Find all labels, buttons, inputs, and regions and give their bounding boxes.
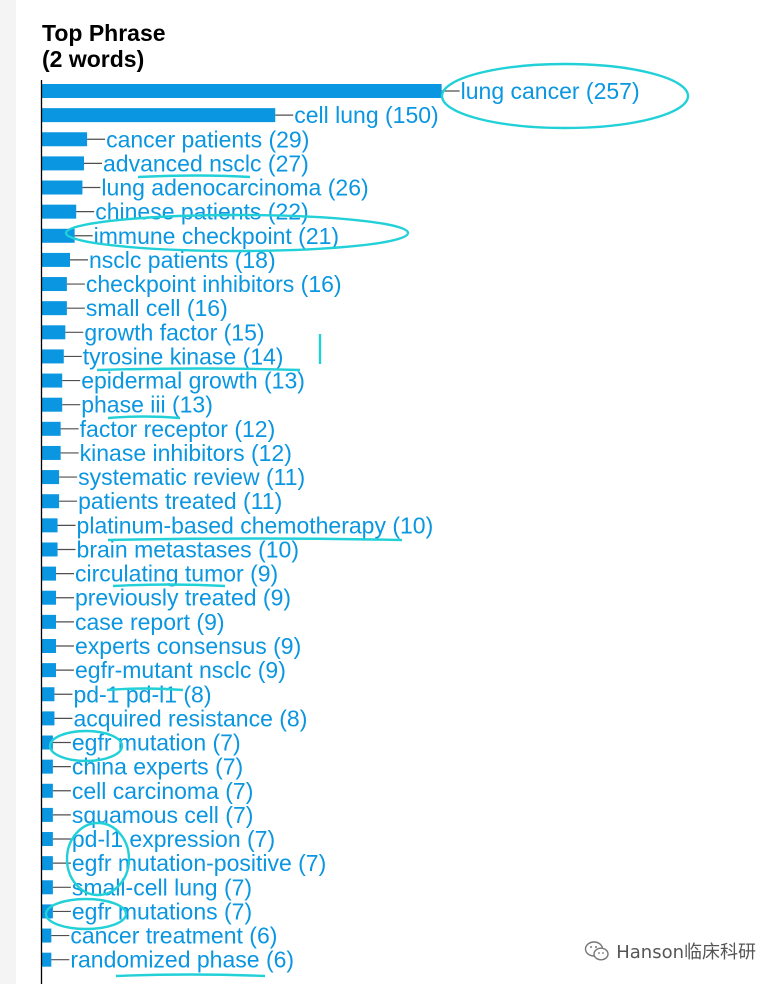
bar-label-pd-1-pd-l1: pd-1 pd-l1 (8) <box>73 681 211 707</box>
underline-platinum-based-chemotherapy <box>107 537 403 542</box>
bar-small-cell-lung <box>42 880 53 895</box>
bar-case-report <box>42 614 56 629</box>
bar-label-patients-treated: patients treated (11) <box>78 488 282 514</box>
bar-acquired-resistance <box>42 711 55 726</box>
bar-label-platinum-based-chemotherapy: platinum-based chemotherapy (10) <box>77 512 434 538</box>
watermark: Hanson临床科研 <box>584 938 756 964</box>
bar-label-chinese-patients: chinese patients (22) <box>95 199 309 225</box>
bar-pd-l1-expression <box>42 832 53 847</box>
highlight-ellipse-immune-checkpoint <box>64 213 410 253</box>
bar-label-china-experts: china experts (7) <box>72 754 243 780</box>
bar-label-egfr-mutation-positive: egfr mutation-positive (7) <box>72 850 326 876</box>
underline-randomized-phase <box>115 973 266 978</box>
bar-previously-treated <box>42 590 56 605</box>
bar-pd-1-pd-l1 <box>42 687 55 702</box>
bar-egfr-mutation-positive <box>42 856 53 871</box>
bar-experts-consensus <box>42 638 56 653</box>
bar-label-lung-adenocarcinoma: lung adenocarcinoma (26) <box>101 175 368 201</box>
chart-title: Top Phrase (2 words) <box>42 20 166 72</box>
bar-label-randomized-phase: randomized phase (6) <box>70 947 294 973</box>
underline-advanced-nsclc <box>137 174 251 179</box>
bar-label-case-report: case report (9) <box>75 609 225 635</box>
bar-label-checkpoint-inhibitors: checkpoint inhibitors (16) <box>86 271 342 297</box>
bar-systematic-review <box>42 470 60 485</box>
bar-label-cancer-patients: cancer patients (29) <box>106 126 309 152</box>
bar-lung-adenocarcinoma <box>42 180 83 195</box>
bar-egfr-mutant-nsclc <box>42 663 56 678</box>
bar-label-cancer-treatment: cancer treatment (6) <box>70 923 277 949</box>
bar-label-egfr-mutant-nsclc: egfr-mutant nsclc (9) <box>75 657 286 683</box>
bar-label-acquired-resistance: acquired resistance (8) <box>73 705 307 731</box>
underline-pd-1-pd-l1 <box>106 687 184 692</box>
bar-randomized-phase <box>42 952 52 967</box>
bar-checkpoint-inhibitors <box>42 277 67 292</box>
bar-chinese-patients <box>42 204 77 219</box>
wechat-icon <box>585 941 609 961</box>
bar-label-pd-l1-expression: pd-l1 expression (7) <box>72 826 275 852</box>
bar-label-epidermal-growth: epidermal growth (13) <box>81 368 305 394</box>
underline-tyrosine-kinase <box>96 367 301 372</box>
left-margin-strip <box>0 0 16 984</box>
bar-label-phase-iii: phase iii (13) <box>81 392 213 418</box>
bar-brain-metastases <box>42 542 58 557</box>
bar-label-circulating-tumor: circulating tumor (9) <box>75 561 278 587</box>
watermark-text: Hanson临床科研 <box>616 942 756 963</box>
bar-label-lung-cancer: lung cancer (257) <box>461 78 640 104</box>
highlight-ellipse-egfr-mutations <box>44 897 128 931</box>
bar-tyrosine-kinase <box>42 349 64 364</box>
bar-label-egfr-mutations: egfr mutations (7) <box>72 898 252 924</box>
bar-label-systematic-review: systematic review (11) <box>78 464 305 490</box>
bar-circulating-tumor <box>42 566 56 581</box>
bar-advanced-nsclc <box>42 156 84 171</box>
hand-drawn-annotations <box>44 62 690 978</box>
bar-factor-receptor <box>42 421 61 436</box>
bar-squamous-cell <box>42 807 53 822</box>
bar-egfr-mutation <box>42 735 53 750</box>
bar-small-cell <box>42 301 67 316</box>
bar-label-egfr-mutation: egfr mutation (7) <box>72 730 241 756</box>
bar-nsclc-patients <box>42 252 70 267</box>
bar-label-previously-treated: previously treated (9) <box>75 585 291 611</box>
underline-circulating-tumor <box>112 583 226 588</box>
bar-label-advanced-nsclc: advanced nsclc (27) <box>103 150 309 176</box>
bar-label-cell-carcinoma: cell carcinoma (7) <box>72 778 254 804</box>
bar-cancer-patients <box>42 132 88 147</box>
bar-platinum-based-chemotherapy <box>42 518 58 533</box>
bar-label-cell-lung: cell lung (150) <box>294 102 438 128</box>
bar-china-experts <box>42 759 53 774</box>
bar-growth-factor <box>42 325 66 340</box>
bar-kinase-inhibitors <box>42 445 61 460</box>
bar-lung-cancer <box>42 84 442 98</box>
bar-label-experts-consensus: experts consensus (9) <box>75 633 301 659</box>
bar-label-kinase-inhibitors: kinase inhibitors (12) <box>80 440 292 466</box>
bar-label-small-cell: small cell (16) <box>86 295 228 321</box>
bar-label-small-cell-lung: small-cell lung (7) <box>72 874 252 900</box>
bar-label-tyrosine-kinase: tyrosine kinase (14) <box>83 343 284 369</box>
bar-patients-treated <box>42 494 60 509</box>
highlight-ellipse-egfr-mutation <box>48 729 124 763</box>
underline-phase-iii <box>107 415 181 420</box>
bar-label-immune-checkpoint: immune checkpoint (21) <box>94 223 339 249</box>
highlight-ellipse-pd-l1-egfr <box>65 821 131 897</box>
bar-cancer-treatment <box>42 928 52 943</box>
highlight-ellipse-lung-cancer <box>440 62 690 130</box>
bar-phase-iii <box>42 397 63 412</box>
bar-label-factor-receptor: factor receptor (12) <box>80 416 276 442</box>
bar-cell-carcinoma <box>42 783 53 798</box>
bar-label-growth-factor: growth factor (15) <box>84 319 264 345</box>
bar-epidermal-growth <box>42 373 63 388</box>
bar-cell-lung <box>42 108 276 123</box>
